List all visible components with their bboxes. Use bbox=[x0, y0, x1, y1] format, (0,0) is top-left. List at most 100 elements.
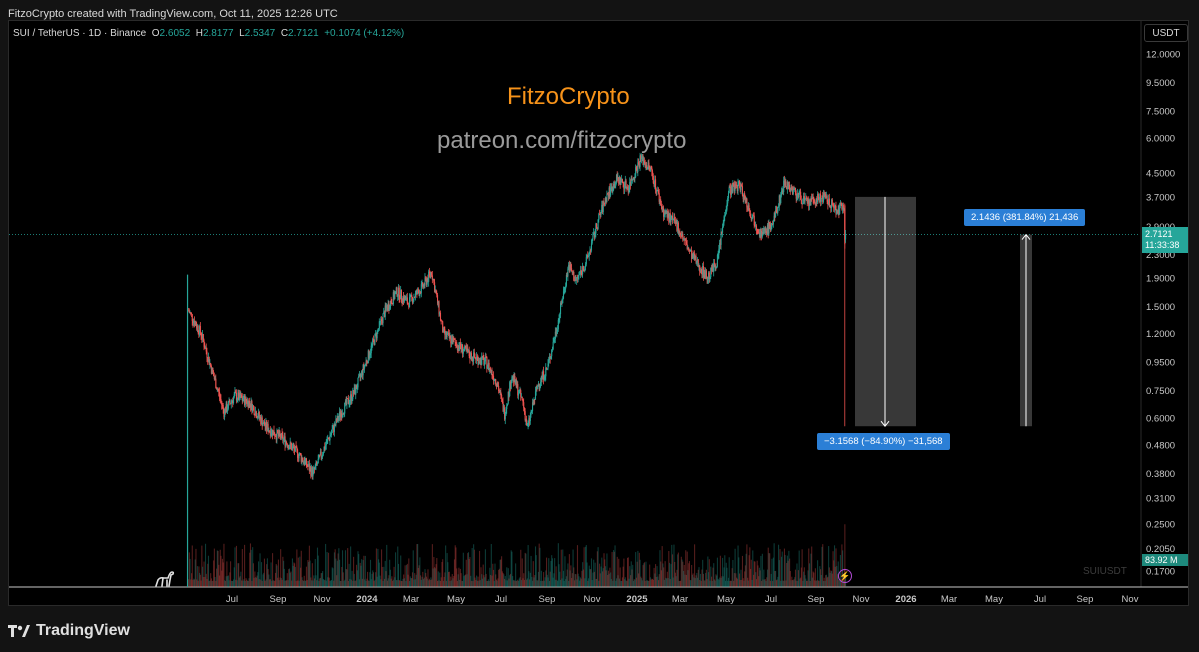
candle-body bbox=[490, 369, 492, 372]
candle-body bbox=[584, 267, 586, 272]
volume-bar bbox=[224, 580, 226, 587]
volume-bar bbox=[592, 572, 594, 587]
candle-body bbox=[357, 377, 359, 388]
volume-bar bbox=[738, 573, 741, 587]
volume-bar bbox=[709, 580, 711, 587]
candle-body bbox=[450, 338, 453, 344]
candle-body bbox=[765, 231, 767, 233]
volume-bar bbox=[388, 575, 390, 587]
candle-body bbox=[218, 391, 221, 397]
volume-bar bbox=[332, 568, 334, 587]
price-tick-label: 0.3800 bbox=[1146, 469, 1175, 480]
volume-bar bbox=[247, 580, 249, 587]
candle-body bbox=[611, 186, 613, 192]
volume-bar bbox=[481, 578, 484, 587]
candle-body bbox=[616, 175, 618, 179]
volume-bar bbox=[473, 549, 475, 587]
candle-body bbox=[420, 284, 422, 294]
volume-bar bbox=[461, 580, 463, 587]
volume-bar bbox=[675, 576, 677, 587]
volume-bar bbox=[585, 545, 587, 587]
candle-body bbox=[438, 301, 440, 315]
candle-body bbox=[325, 443, 327, 446]
volume-bar bbox=[253, 577, 255, 587]
candle-body bbox=[291, 445, 293, 451]
candle-body bbox=[555, 331, 557, 334]
volume-bar bbox=[789, 571, 791, 587]
candle-body bbox=[552, 341, 554, 350]
volume-bar bbox=[218, 564, 220, 587]
volume-bar bbox=[696, 572, 698, 587]
candle-body bbox=[345, 400, 347, 405]
volume-bar bbox=[843, 580, 845, 587]
candle-body bbox=[308, 464, 310, 467]
measure-down-label[interactable]: −3.1568 (−84.90%) −31,568 bbox=[817, 433, 950, 450]
volume-bar bbox=[450, 580, 453, 587]
candle-body bbox=[254, 414, 256, 416]
symbol-title[interactable]: SUI / TetherUS · 1D · Binance bbox=[13, 28, 147, 39]
price-chart[interactable]: 12.00009.50007.50006.00004.50003.70002.9… bbox=[9, 21, 1189, 606]
candle-body bbox=[325, 445, 327, 450]
volume-bar bbox=[783, 580, 785, 587]
volume-bar bbox=[772, 557, 774, 587]
candle-body bbox=[341, 413, 344, 418]
price-tick-label: 0.2050 bbox=[1146, 544, 1175, 555]
volume-bar bbox=[210, 573, 212, 587]
candle-body bbox=[454, 339, 456, 343]
volume-bar bbox=[824, 580, 826, 587]
candle-body bbox=[467, 348, 469, 353]
candle-body bbox=[306, 465, 308, 467]
volume-bar bbox=[384, 560, 386, 587]
candle-body bbox=[397, 295, 399, 297]
volume-bar bbox=[705, 572, 707, 587]
volume-bar bbox=[792, 580, 794, 587]
volume-bar bbox=[241, 549, 243, 587]
volume-bar bbox=[671, 554, 674, 587]
volume-bar bbox=[594, 562, 596, 587]
volume-bar bbox=[485, 573, 487, 587]
volume-bar bbox=[624, 577, 626, 587]
volume-bar bbox=[300, 550, 302, 587]
volume-bar bbox=[368, 580, 370, 587]
candle-body bbox=[522, 399, 524, 403]
candle-body bbox=[400, 290, 403, 300]
volume-bar bbox=[513, 579, 515, 587]
tradingview-logo-icon bbox=[8, 625, 30, 637]
candle-body bbox=[515, 379, 517, 384]
volume-bar bbox=[705, 569, 707, 587]
volume-bar bbox=[476, 575, 478, 587]
chart-pane[interactable]: 12.00009.50007.50006.00004.50003.70002.9… bbox=[8, 20, 1189, 606]
volume-bar bbox=[199, 572, 201, 587]
candle-body bbox=[667, 213, 669, 218]
volume-bar bbox=[573, 580, 576, 587]
volume-bar bbox=[828, 567, 830, 587]
measure-up-label[interactable]: 2.1436 (381.84%) 21,436 bbox=[964, 209, 1086, 226]
currency-button[interactable]: USDT bbox=[1144, 24, 1188, 42]
volume-bar bbox=[333, 580, 335, 587]
candle-body bbox=[490, 368, 492, 372]
candle-body bbox=[577, 276, 579, 279]
volume-bar bbox=[347, 548, 349, 587]
candle-body bbox=[188, 310, 190, 312]
volume-bar bbox=[478, 550, 481, 587]
candle-body bbox=[272, 429, 274, 436]
candle-body bbox=[498, 391, 500, 393]
time-tick-label: 2026 bbox=[895, 594, 916, 605]
volume-bar bbox=[307, 560, 309, 587]
candle-body bbox=[683, 238, 685, 241]
volume-bar bbox=[529, 579, 531, 587]
price-axis: 12.00009.50007.50006.00004.50003.70002.9… bbox=[1140, 21, 1180, 587]
candle-body bbox=[582, 266, 584, 275]
tradingview-footer[interactable]: TradingView bbox=[8, 622, 130, 640]
volume-bar bbox=[430, 577, 432, 587]
candle-body bbox=[328, 438, 330, 441]
dinosaur-icon[interactable] bbox=[154, 568, 176, 588]
watermark-title: FitzoCrypto bbox=[507, 83, 630, 110]
candle-body bbox=[600, 211, 602, 215]
candle-body bbox=[512, 375, 514, 382]
lightning-icon[interactable]: ⚡ bbox=[838, 569, 852, 583]
candle-body bbox=[532, 402, 534, 405]
candle-body bbox=[377, 329, 379, 331]
volume-bar bbox=[420, 575, 422, 587]
volume-bar bbox=[256, 575, 258, 587]
